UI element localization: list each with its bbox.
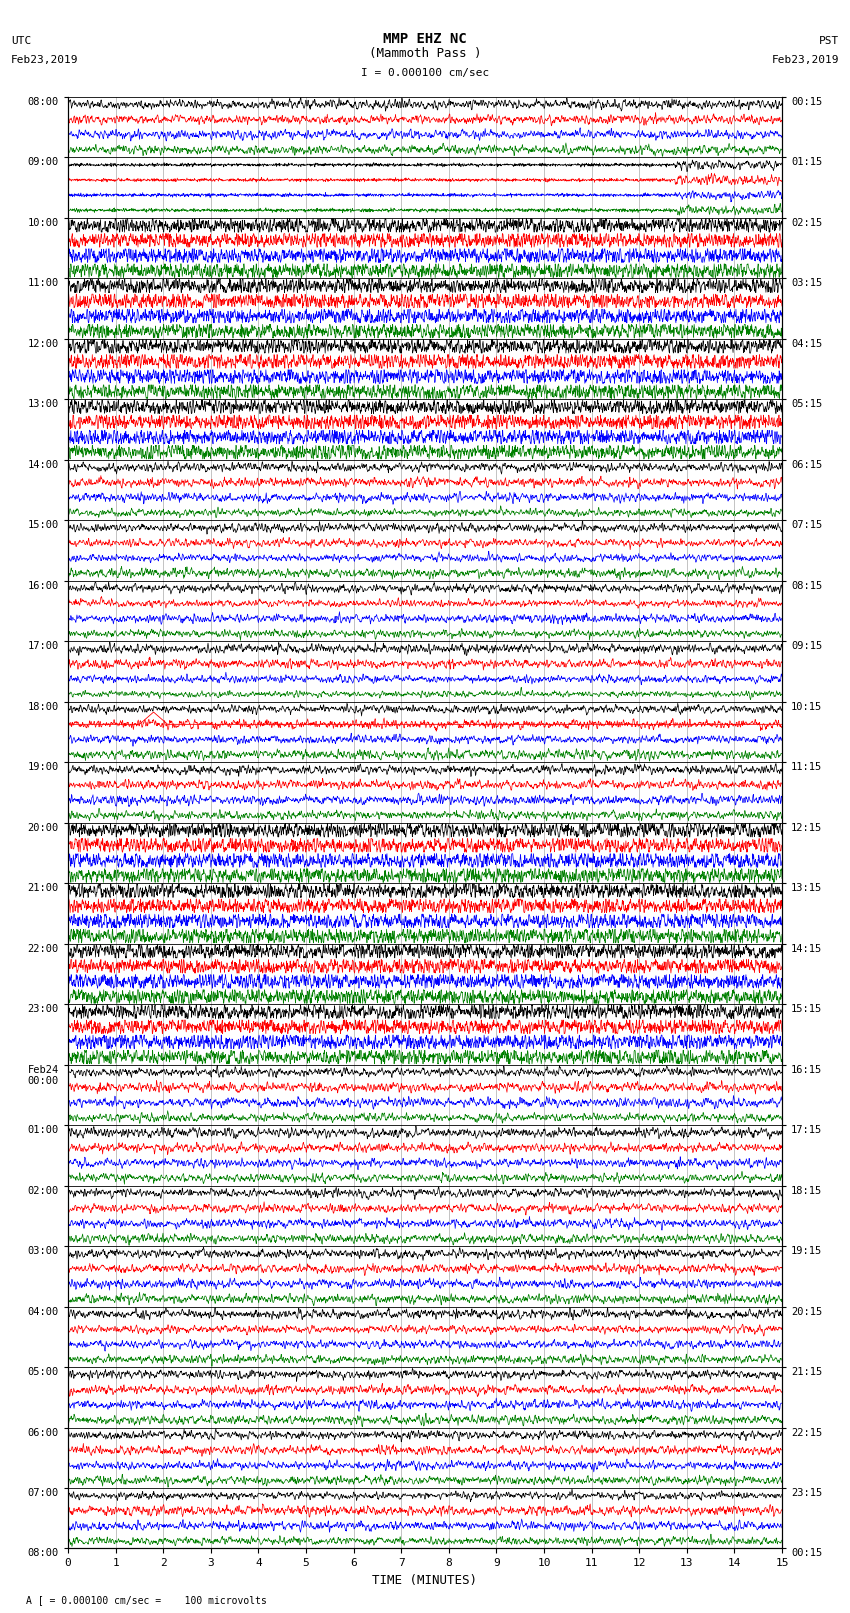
Text: UTC: UTC: [11, 35, 31, 47]
Text: A [ = 0.000100 cm/sec =    100 microvolts: A [ = 0.000100 cm/sec = 100 microvolts: [26, 1595, 266, 1605]
X-axis label: TIME (MINUTES): TIME (MINUTES): [372, 1574, 478, 1587]
Text: Feb23,2019: Feb23,2019: [11, 55, 78, 65]
Text: PST: PST: [819, 35, 839, 47]
Text: Feb23,2019: Feb23,2019: [772, 55, 839, 65]
Text: (Mammoth Pass ): (Mammoth Pass ): [369, 47, 481, 61]
Text: MMP EHZ NC: MMP EHZ NC: [383, 32, 467, 47]
Text: I = 0.000100 cm/sec: I = 0.000100 cm/sec: [361, 68, 489, 77]
